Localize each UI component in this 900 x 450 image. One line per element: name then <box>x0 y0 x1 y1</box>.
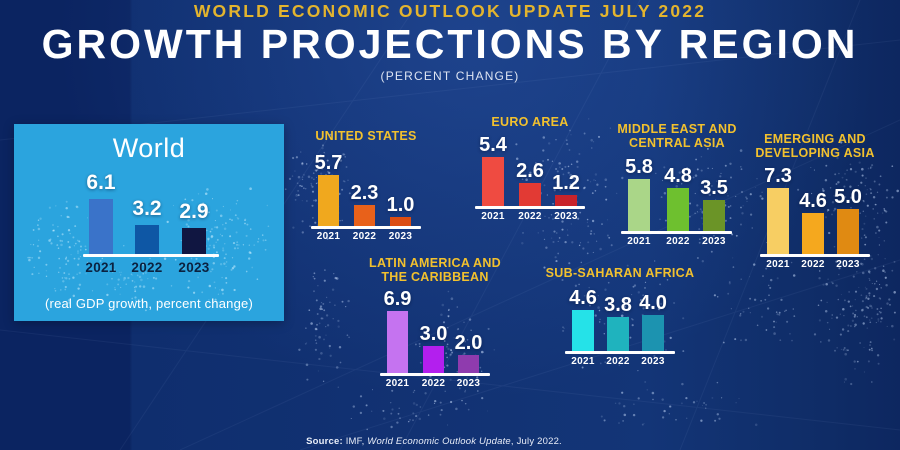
bar-2022 <box>135 225 159 254</box>
chart-title-line: EMERGING AND <box>764 132 866 146</box>
source-publication: World Economic Outlook Update <box>367 436 511 447</box>
year-label: 2023 <box>178 260 210 275</box>
bar-value-label: 2.0 <box>454 332 483 354</box>
year-label: 2023 <box>456 378 481 389</box>
chart-title-line: EURO AREA <box>491 115 569 129</box>
bar-2021 <box>572 309 594 351</box>
world-panel: World 6.1 2021 3.2 2022 2.9 2023 (real GDP gr… <box>14 124 284 321</box>
chart-title: UNITED STATES <box>256 129 476 144</box>
bar-value-label: 5.7 <box>314 151 343 174</box>
bar-2022 <box>354 205 375 226</box>
year-label: 2021 <box>627 236 651 247</box>
bar-value-label: 5.8 <box>625 155 653 178</box>
year-label: 2023 <box>836 259 860 270</box>
chart-baseline <box>760 254 870 257</box>
bar-value-label: 3.8 <box>604 293 632 316</box>
bar-2022 <box>519 182 541 206</box>
bar-2023 <box>837 209 859 254</box>
chart-title: EMERGING AND DEVELOPING ASIA <box>705 132 900 160</box>
world-panel-caption: (real GDP growth, percent change) <box>45 296 253 311</box>
year-label: 2023 <box>702 236 726 247</box>
bar-value-label: 2.9 <box>179 199 209 223</box>
bar-value-label: 6.9 <box>383 287 412 310</box>
report-kicker: WORLD ECONOMIC OUTLOOK UPDATE JULY 2022 <box>193 1 707 21</box>
year-label: 2022 <box>518 211 542 222</box>
source-note: Source: IMF, World Economic Outlook Upda… <box>134 436 734 447</box>
chart-title-line: UNITED STATES <box>315 129 417 143</box>
year-label: 2022 <box>606 356 630 367</box>
bar-2023 <box>390 217 411 226</box>
year-label: 2022 <box>131 260 163 275</box>
bar-2023 <box>642 315 664 351</box>
chart-baseline <box>565 351 675 354</box>
bar-value-label: 3.0 <box>419 323 448 345</box>
chart-baseline <box>311 226 421 229</box>
bar-value-label: 6.1 <box>86 171 116 195</box>
bar-value-label: 7.3 <box>764 165 792 188</box>
year-label: 2023 <box>641 356 665 367</box>
bar-2022 <box>667 187 689 231</box>
chart-title-line: DEVELOPING ASIA <box>755 145 875 160</box>
bar-2022 <box>607 316 629 351</box>
year-label: 2021 <box>766 259 790 270</box>
year-label: 2021 <box>385 378 410 389</box>
chart-baseline <box>621 231 732 234</box>
bar-value-label: 4.8 <box>664 164 692 187</box>
bar-2023 <box>703 199 725 231</box>
bar-value-label: 1.2 <box>552 172 580 195</box>
chart-title: EURO AREA <box>420 115 640 130</box>
bar-2023 <box>555 195 577 206</box>
year-label: 2021 <box>316 231 341 242</box>
chart-baseline <box>380 373 490 376</box>
bar-2023 <box>458 355 479 373</box>
chart-baseline <box>475 206 585 209</box>
bar-value-label: 3.5 <box>700 176 728 199</box>
bar-value-label: 4.0 <box>639 292 667 314</box>
bar-value-label: 3.2 <box>132 197 162 221</box>
year-label: 2023 <box>554 211 578 222</box>
bar-2021 <box>387 310 408 373</box>
bar-value-label: 1.0 <box>386 194 415 216</box>
chart-title-line: MIDDLE EAST AND <box>617 122 737 136</box>
page-title: GROWTH PROJECTIONS BY REGION <box>41 21 859 67</box>
bar-value-label: 4.6 <box>799 189 827 212</box>
year-label: 2022 <box>666 236 690 247</box>
bar-2021 <box>89 199 113 254</box>
source-publisher: IMF, <box>342 436 368 447</box>
bar-value-label: 2.6 <box>516 159 544 182</box>
chart-title: LATIN AMERICA AND THE CARIBBEAN <box>325 256 545 284</box>
chart-title: SUB-SAHARAN AFRICA <box>510 266 730 281</box>
bar-2021 <box>628 178 650 231</box>
bar-value-label: 5.0 <box>834 186 862 208</box>
bar-2023 <box>182 227 206 254</box>
chart-title: MIDDLE EAST AND CENTRAL ASIA <box>567 122 787 150</box>
year-label: 2023 <box>388 231 413 242</box>
chart-title-line: SUB-SAHARAN AFRICA <box>545 266 695 280</box>
bar-2021 <box>767 188 789 254</box>
bar-2021 <box>482 157 504 206</box>
year-label: 2021 <box>571 356 595 367</box>
year-label: 2022 <box>801 259 825 270</box>
bar-value-label: 5.4 <box>479 134 507 157</box>
bar-value-label: 4.6 <box>569 286 597 309</box>
source-label: Source: <box>306 436 343 447</box>
source-date: , July 2022. <box>510 436 562 447</box>
year-label: 2022 <box>352 231 377 242</box>
year-label: 2021 <box>85 260 117 275</box>
world-panel-title: World <box>112 133 186 163</box>
page-subtitle: (PERCENT CHANGE) <box>380 69 520 83</box>
chart-title-line: THE CARIBBEAN <box>381 269 489 284</box>
bar-value-label: 2.3 <box>350 182 379 205</box>
year-label: 2021 <box>481 211 505 222</box>
chart-title-line: CENTRAL ASIA <box>629 135 725 150</box>
chart-title-line: LATIN AMERICA AND <box>369 256 501 270</box>
bar-2022 <box>423 346 444 373</box>
chart-baseline <box>83 254 219 257</box>
bar-2021 <box>318 174 339 226</box>
year-label: 2022 <box>421 378 446 389</box>
bar-2022 <box>802 212 824 254</box>
